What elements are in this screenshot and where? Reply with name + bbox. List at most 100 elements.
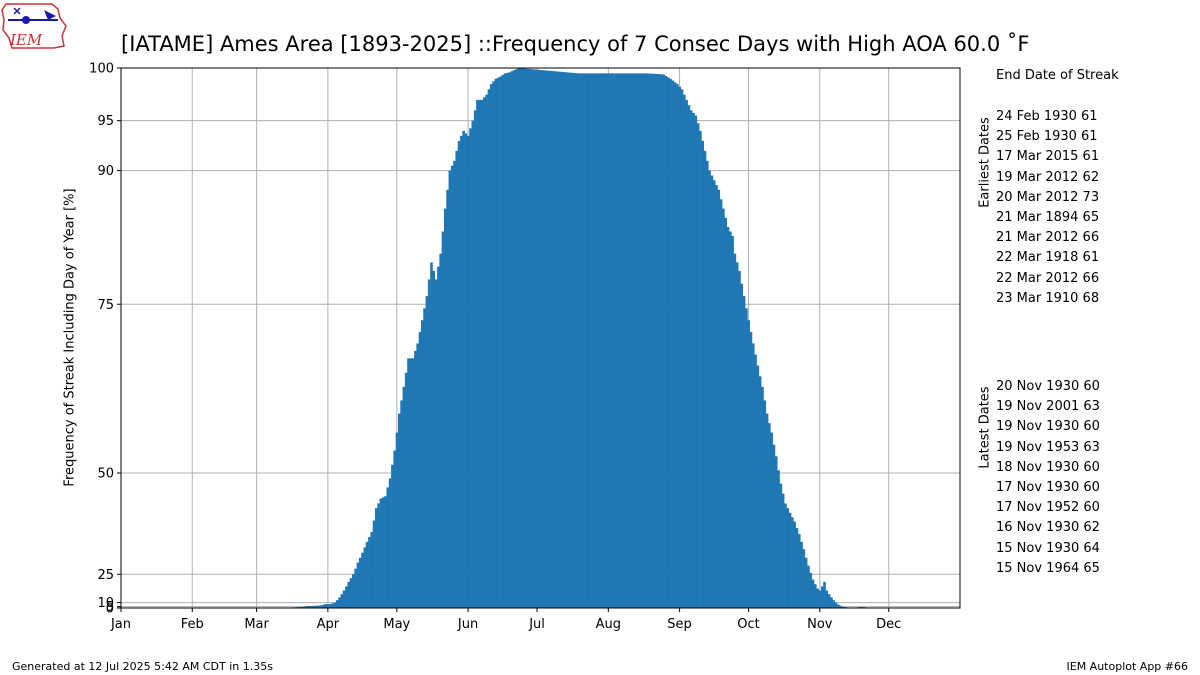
list-item: 23 Mar 1910 68 bbox=[996, 290, 1100, 306]
bar bbox=[641, 73, 645, 609]
bar bbox=[508, 72, 511, 609]
bar bbox=[407, 358, 410, 608]
bar bbox=[446, 189, 449, 608]
bar bbox=[699, 130, 702, 608]
bar bbox=[342, 590, 346, 608]
bar bbox=[680, 89, 684, 608]
y-tick-label: 75 bbox=[97, 298, 114, 313]
bar bbox=[774, 456, 778, 608]
bar bbox=[834, 602, 838, 608]
bar bbox=[827, 594, 831, 608]
list-item: 17 Nov 1930 60 bbox=[996, 479, 1100, 495]
side-panel-header: End Date of Streak bbox=[996, 68, 1119, 83]
app-note: IEM Autoplot App #66 bbox=[1066, 660, 1189, 673]
bar bbox=[499, 76, 502, 608]
bar bbox=[473, 110, 477, 608]
bar bbox=[701, 140, 704, 609]
bar bbox=[411, 358, 415, 608]
bar bbox=[469, 128, 472, 608]
bar bbox=[326, 604, 330, 608]
bar bbox=[354, 568, 357, 608]
bar bbox=[483, 97, 486, 608]
earliest-dates-label: Earliest Dates bbox=[977, 117, 993, 208]
bar bbox=[581, 73, 585, 609]
bar bbox=[839, 605, 842, 608]
bar bbox=[492, 81, 495, 608]
x-tick-label: Nov bbox=[807, 617, 833, 632]
bar bbox=[565, 72, 569, 609]
x-tick-label: Oct bbox=[737, 617, 759, 632]
bar bbox=[478, 99, 482, 608]
bar bbox=[706, 160, 709, 609]
bar bbox=[363, 547, 367, 608]
x-tick-label: Jun bbox=[457, 617, 478, 632]
bar bbox=[784, 503, 787, 608]
bar bbox=[616, 73, 619, 609]
bar bbox=[462, 130, 465, 608]
bar bbox=[719, 199, 723, 609]
bar bbox=[740, 283, 744, 608]
y-tick-label: 50 bbox=[97, 467, 114, 482]
bar bbox=[476, 99, 479, 608]
bar bbox=[676, 84, 679, 609]
list-item: 20 Mar 2012 73 bbox=[996, 189, 1100, 205]
bar bbox=[340, 594, 344, 608]
list-item: 24 Feb 1930 61 bbox=[996, 109, 1098, 124]
bar bbox=[747, 320, 750, 608]
list-item: 17 Mar 2015 61 bbox=[996, 149, 1100, 165]
bar bbox=[496, 77, 500, 608]
bar bbox=[460, 135, 463, 608]
bar bbox=[423, 308, 426, 608]
y-tick-label: 0 bbox=[106, 602, 114, 617]
list-item: 19 Nov 1953 63 bbox=[996, 439, 1100, 455]
bar bbox=[816, 588, 819, 608]
bar bbox=[623, 73, 626, 609]
bar bbox=[551, 71, 555, 608]
bar bbox=[646, 73, 649, 609]
bar bbox=[738, 270, 741, 608]
bar bbox=[662, 74, 665, 608]
bar bbox=[666, 77, 670, 608]
bar bbox=[807, 565, 810, 608]
bar bbox=[510, 71, 514, 609]
bar bbox=[533, 69, 537, 608]
bar bbox=[689, 110, 693, 608]
bar bbox=[526, 68, 530, 609]
bar bbox=[800, 541, 803, 608]
bar bbox=[319, 605, 323, 608]
bar bbox=[347, 581, 351, 608]
bar bbox=[512, 70, 516, 608]
bar bbox=[630, 73, 633, 609]
bar bbox=[837, 604, 840, 608]
bar bbox=[618, 73, 622, 609]
bar bbox=[715, 185, 718, 608]
bar bbox=[804, 557, 808, 608]
bar bbox=[450, 165, 454, 608]
earliest-dates-list: 24 Feb 1930 61 25 Feb 1930 61 17 Mar 201… bbox=[996, 109, 1099, 311]
bar bbox=[558, 71, 562, 608]
bar bbox=[758, 376, 762, 608]
y-tick-label: 100 bbox=[89, 62, 114, 77]
bar bbox=[425, 296, 429, 608]
bar bbox=[814, 584, 817, 608]
bar bbox=[561, 71, 564, 608]
bar bbox=[554, 71, 557, 608]
bar bbox=[832, 600, 836, 608]
bar bbox=[754, 354, 757, 608]
bar bbox=[648, 73, 652, 609]
bar bbox=[379, 498, 383, 608]
list-item: 21 Mar 1894 65 bbox=[996, 209, 1100, 225]
bar bbox=[637, 73, 640, 609]
bar bbox=[542, 70, 546, 608]
bar bbox=[372, 520, 376, 608]
bar bbox=[653, 73, 656, 609]
list-item: 25 Feb 1930 61 bbox=[996, 129, 1098, 145]
bar bbox=[434, 279, 438, 608]
logo-text: IEM bbox=[9, 31, 43, 49]
bar bbox=[531, 69, 534, 609]
bar bbox=[765, 413, 769, 608]
bar bbox=[797, 534, 801, 608]
x-tick-label: Feb bbox=[181, 617, 204, 632]
bar bbox=[400, 400, 403, 608]
bar bbox=[809, 572, 813, 608]
